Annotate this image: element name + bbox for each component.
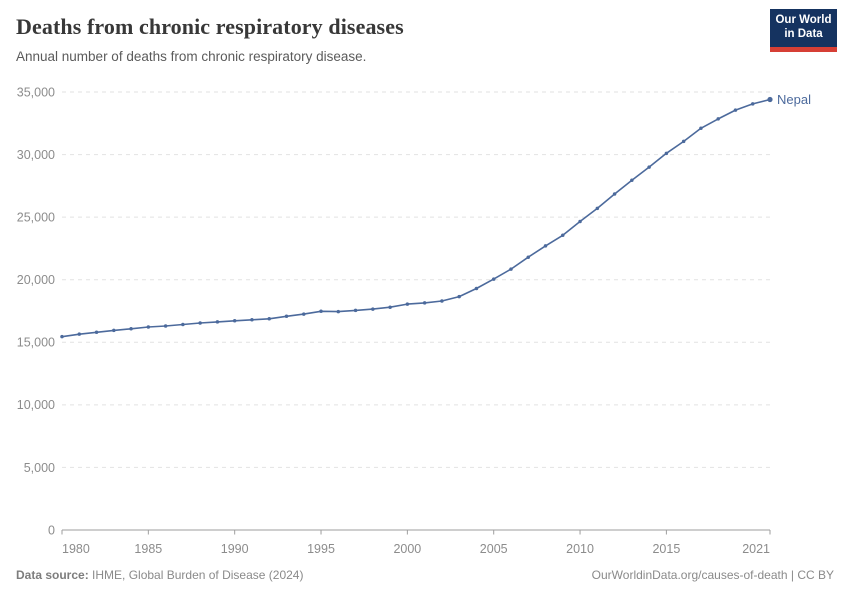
data-source-label: Data source: xyxy=(16,568,89,582)
data-point xyxy=(612,192,617,196)
x-axis-tick-label: 1985 xyxy=(134,542,162,556)
y-axis-tick-label: 35,000 xyxy=(17,85,55,99)
owid-logo: Our World in Data xyxy=(770,9,837,52)
data-point xyxy=(491,277,496,281)
data-point xyxy=(699,126,703,131)
data-point xyxy=(526,255,530,259)
x-axis-tick-label: 1980 xyxy=(62,542,90,556)
data-point xyxy=(302,312,306,316)
x-axis-tick-label: 2005 xyxy=(480,542,508,556)
data-point xyxy=(336,309,341,314)
data-point xyxy=(319,309,323,314)
x-axis-tick-label: 2000 xyxy=(393,542,421,556)
chart-footer: Data source: IHME, Global Burden of Dise… xyxy=(16,568,834,582)
data-point xyxy=(112,328,116,333)
data-point xyxy=(267,317,271,321)
data-point xyxy=(578,219,582,224)
x-axis-tick-label: 2010 xyxy=(566,542,594,556)
y-axis-tick-label: 5,000 xyxy=(24,461,55,475)
data-point xyxy=(422,301,427,305)
data-point xyxy=(163,324,168,328)
data-point xyxy=(60,334,64,339)
data-point xyxy=(750,102,755,106)
data-point xyxy=(733,108,738,112)
data-point xyxy=(198,321,202,325)
data-point xyxy=(647,165,651,169)
data-point xyxy=(664,151,669,156)
data-point xyxy=(405,302,410,306)
page-title: Deaths from chronic respiratory diseases xyxy=(16,14,404,39)
data-point xyxy=(595,206,600,211)
data-point xyxy=(716,117,720,121)
y-axis-tick-label: 0 xyxy=(48,523,55,537)
data-point xyxy=(215,320,220,324)
data-point xyxy=(767,96,773,103)
series-line xyxy=(61,98,771,338)
entity-label: Nepal xyxy=(777,92,811,107)
data-point xyxy=(474,286,479,291)
data-point xyxy=(440,299,444,303)
data-source-text: IHME, Global Burden of Disease (2024) xyxy=(88,568,304,582)
data-point xyxy=(77,332,82,336)
data-point xyxy=(388,305,392,309)
data-point xyxy=(353,308,358,313)
data-point xyxy=(250,318,254,322)
x-axis-tick-label: 2021 xyxy=(742,542,770,556)
data-point xyxy=(509,267,513,271)
data-point xyxy=(457,294,461,299)
data-point xyxy=(146,325,151,329)
data-point xyxy=(232,319,237,323)
license-url: OurWorldinData.org/causes-of-death | CC … xyxy=(591,568,834,582)
data-point xyxy=(543,244,548,248)
y-axis-tick-label: 15,000 xyxy=(17,336,55,350)
data-point xyxy=(94,330,99,335)
owid-logo-line1: Our World xyxy=(775,14,832,27)
data-point xyxy=(181,322,185,327)
data-source: Data source: IHME, Global Burden of Dise… xyxy=(16,568,303,582)
chart-subtitle: Annual number of deaths from chronic res… xyxy=(16,49,367,64)
data-point xyxy=(371,307,375,311)
y-axis-tick-label: 25,000 xyxy=(17,211,55,225)
y-axis-tick-label: 10,000 xyxy=(17,398,55,412)
x-axis-tick-label: 1990 xyxy=(221,542,249,556)
y-axis-tick-label: 20,000 xyxy=(17,273,55,287)
x-axis-tick-label: 1995 xyxy=(307,542,335,556)
data-point xyxy=(630,178,634,182)
data-point xyxy=(129,327,133,331)
data-point xyxy=(284,314,289,319)
data-point xyxy=(561,233,565,238)
owid-logo-line2: in Data xyxy=(784,28,823,40)
x-axis-tick-label: 2015 xyxy=(652,542,680,556)
y-axis-tick-label: 30,000 xyxy=(17,148,55,162)
data-point xyxy=(681,139,686,144)
